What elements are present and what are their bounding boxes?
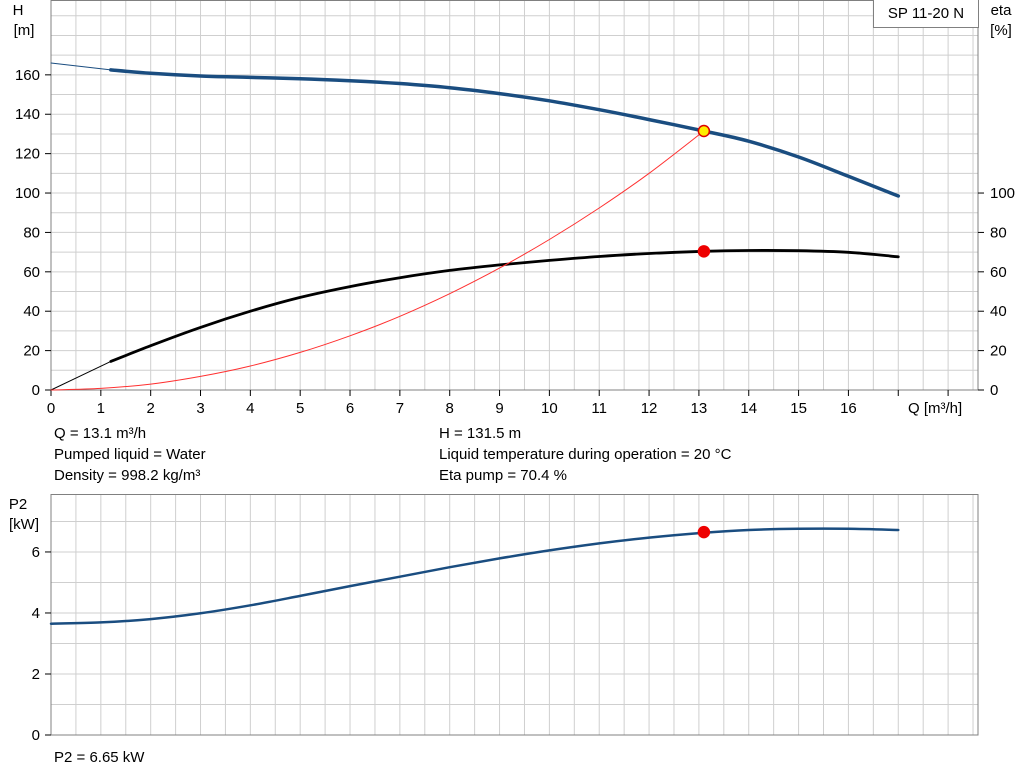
top-y-axis-unit: [m] [14,22,35,39]
x-tick-label: 2 [147,400,155,417]
series-h [109,68,901,198]
top-plot-area [45,0,984,396]
y-tick-label: 160 [15,67,40,84]
eta-axis-unit: [%] [990,22,1012,39]
y-tick-label: 20 [23,343,40,360]
y2-tick-label: 20 [990,343,1007,360]
series-p2 [49,527,900,625]
series-system-curve [50,130,705,391]
bottom-y-axis-unit: [kW] [9,516,39,533]
x-tick-label: 1 [97,400,105,417]
x-tick-label: 5 [296,400,304,417]
eta-point-marker [697,245,711,258]
series-h-extension [50,62,112,71]
x-tick-label: 6 [346,400,354,417]
y2-tick-label: 100 [990,185,1015,202]
y2-tick-label: 80 [990,224,1007,241]
x-tick-label: 16 [840,400,857,417]
y-tick-label: 60 [23,264,40,281]
x-tick-label: 15 [790,400,807,417]
y-tick-label: 0 [32,727,40,744]
y-tick-label: 40 [23,303,40,320]
x-tick-label: 10 [541,400,558,417]
bottom-plot-area [45,494,979,736]
y-tick-label: 140 [15,106,40,123]
duty-point-marker [697,124,711,138]
power-readout: P2 = 6.65 kW [54,749,145,766]
head-readout: H = 131.5 m [439,425,522,442]
y-tick-label: 0 [32,382,40,399]
x-axis-label: Q [m³/h] [908,400,962,417]
y2-tick-label: 60 [990,264,1007,281]
flow-rate-readout: Q = 13.1 m³/h [54,425,147,442]
pumped-liquid-readout: Pumped liquid = Water [54,446,206,463]
y2-tick-label: 40 [990,303,1007,320]
y-tick-label: 120 [15,146,40,163]
x-tick-label: 13 [691,400,708,417]
series-eta-extension [50,360,112,391]
x-tick-label: 12 [641,400,658,417]
x-tick-label: 11 [591,400,607,417]
y-tick-label: 2 [32,666,40,683]
y-tick-label: 4 [32,605,40,622]
x-tick-label: 8 [446,400,454,417]
eta-pump-readout: Eta pump = 70.4 % [439,467,567,484]
bottom-frame [50,494,979,736]
x-tick-label: 14 [740,400,757,417]
bottom-y-axis-label: P2 [9,496,27,513]
liquid-temperature-readout: Liquid temperature during operation = 20… [439,446,732,463]
x-tick-label: 0 [47,400,55,417]
eta-axis-label: eta [991,2,1013,19]
y-tick-label: 80 [23,224,40,241]
density-readout: Density = 998.2 kg/m³ [54,467,201,484]
P2-point-marker [697,525,711,539]
y-tick-label: 6 [32,544,40,561]
pump-model-label: SP 11-20 N [873,0,979,28]
y2-tick-label: 0 [990,382,998,399]
x-tick-label: 7 [396,400,404,417]
y-tick-label: 100 [15,185,40,202]
top-frame [50,0,979,391]
x-tick-label: 3 [196,400,204,417]
series-eta [109,249,900,363]
x-tick-label: 4 [246,400,254,417]
x-tick-label: 9 [495,400,503,417]
top-y-axis-label: H [13,2,24,19]
